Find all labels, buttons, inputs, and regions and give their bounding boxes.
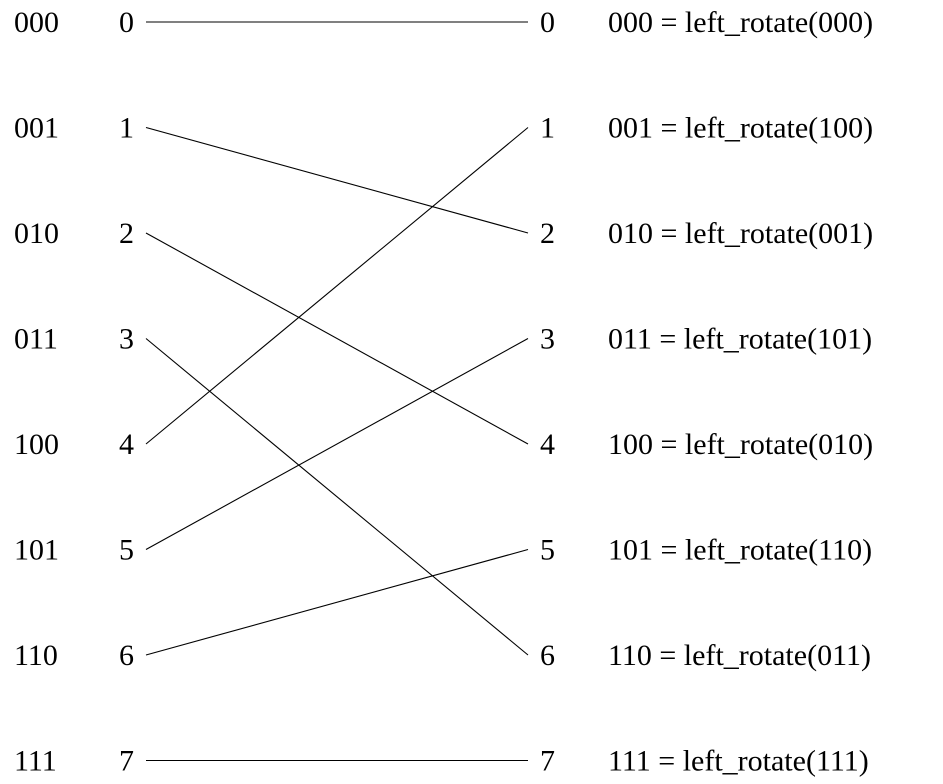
input-index-7: 7 <box>119 745 134 778</box>
node-labels: 000 0 0 000 = left_rotate(000)001 1 1 001 = le… <box>14 6 873 778</box>
connection-4-to-1 <box>145 127 529 445</box>
equation-label-6: 110 = left_rotate(011) <box>608 639 871 672</box>
binary-label-7: 111 <box>14 745 57 778</box>
connection-1-to-2 <box>145 126 529 234</box>
connection-2-to-4 <box>145 232 529 445</box>
binary-label-3: 011 <box>14 323 58 356</box>
connection-6-to-5 <box>145 548 529 656</box>
equation-label-2: 010 = left_rotate(001) <box>608 217 873 250</box>
input-index-0: 0 <box>119 6 134 39</box>
input-index-5: 5 <box>119 534 134 567</box>
output-index-4: 4 <box>540 428 555 461</box>
binary-label-2: 010 <box>14 217 59 250</box>
output-index-3: 3 <box>540 323 555 356</box>
input-index-2: 2 <box>119 217 134 250</box>
output-index-1: 1 <box>540 112 555 145</box>
binary-label-0: 000 <box>14 6 59 39</box>
binary-label-1: 001 <box>14 112 59 145</box>
input-index-6: 6 <box>119 639 134 672</box>
equation-label-5: 101 = left_rotate(110) <box>608 534 872 567</box>
shuffle-connections <box>145 21 529 762</box>
binary-label-6: 110 <box>14 639 58 672</box>
input-index-1: 1 <box>119 112 134 145</box>
binary-label-4: 100 <box>14 428 59 461</box>
output-index-0: 0 <box>540 6 555 39</box>
connection-5-to-3 <box>145 338 529 550</box>
equation-label-7: 111 = left_rotate(111) <box>608 745 869 778</box>
equation-label-0: 000 = left_rotate(000) <box>608 6 873 39</box>
connection-3-to-6 <box>145 338 529 656</box>
input-index-3: 3 <box>119 323 134 356</box>
output-index-6: 6 <box>540 639 555 672</box>
equation-label-4: 100 = left_rotate(010) <box>608 428 873 461</box>
equation-label-3: 011 = left_rotate(101) <box>608 323 872 356</box>
input-index-4: 4 <box>119 428 134 461</box>
output-index-7: 7 <box>540 745 555 778</box>
output-index-2: 2 <box>540 217 555 250</box>
equation-label-1: 001 = left_rotate(100) <box>608 112 873 145</box>
output-index-5: 5 <box>540 534 555 567</box>
binary-label-5: 101 <box>14 534 59 567</box>
